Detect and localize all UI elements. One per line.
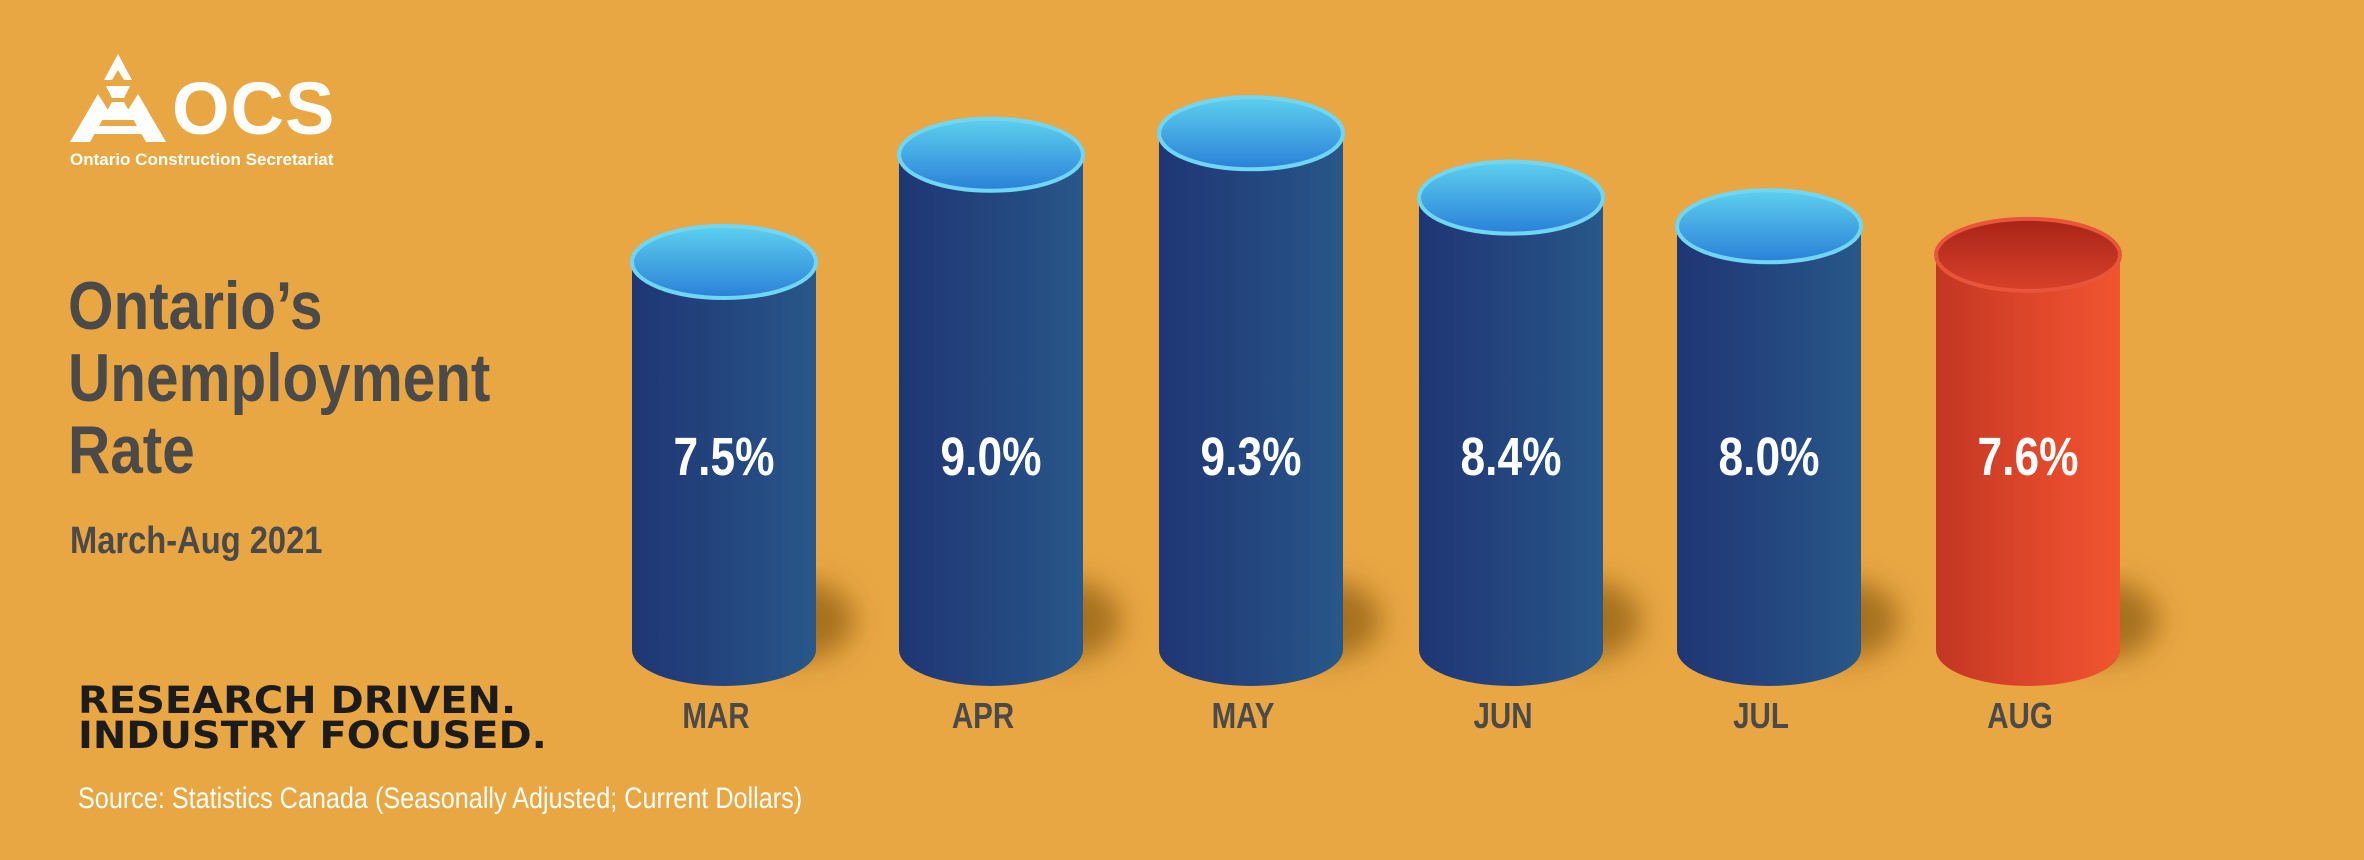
bar-aug bbox=[1936, 254, 2120, 686]
value-label-jun: 8.4% bbox=[1461, 427, 1562, 487]
bar-top-jul bbox=[1675, 188, 1863, 265]
category-label-mar: MAR bbox=[682, 695, 749, 735]
bars-group: 7.5% MAR 9.0% APR 9.3% MAY 8.4% JUN 8.0% JUL 7.6% A… bbox=[630, 95, 2158, 736]
logo-tagline: Ontario Construction Secretariat bbox=[70, 150, 334, 169]
bar-top-aug bbox=[1934, 216, 2122, 293]
subtitle: March-Aug 2021 bbox=[70, 520, 323, 562]
source-note: Source: Statistics Canada (Seasonally Ad… bbox=[78, 782, 803, 815]
category-label-may: MAY bbox=[1212, 695, 1275, 735]
value-label-may: 9.3% bbox=[1201, 427, 1302, 487]
category-label-jul: JUL bbox=[1733, 695, 1789, 735]
category-label-jun: JUN bbox=[1473, 695, 1532, 735]
page-title: Ontario’s Unemployment Rate bbox=[68, 270, 515, 486]
slogan: RESEARCH DRIVEN. INDUSTRY FOCUSED. bbox=[78, 679, 547, 757]
title-line-3: Rate bbox=[68, 412, 195, 488]
category-label-apr: APR bbox=[952, 695, 1015, 735]
title-line-2: Unemployment bbox=[68, 340, 491, 416]
bar-mar bbox=[632, 262, 816, 686]
bar-jul bbox=[1677, 226, 1861, 686]
bar-jun bbox=[1419, 197, 1603, 686]
ocs-logo: OCS Ontario Construction Secretariat bbox=[68, 50, 368, 175]
slogan-line-1: RESEARCH DRIVEN. bbox=[78, 679, 517, 722]
bar-top-may bbox=[1157, 95, 1345, 172]
title-line-1: Ontario’s bbox=[68, 268, 323, 344]
ocs-logo-mark-icon bbox=[70, 54, 166, 142]
bar-may bbox=[1159, 133, 1343, 687]
bar-top-mar bbox=[630, 224, 818, 300]
bar-top-apr bbox=[897, 116, 1085, 193]
slogan-line-2: INDUSTRY FOCUSED. bbox=[78, 714, 547, 757]
bar-top-jun bbox=[1417, 159, 1605, 236]
logo-wordmark: OCS bbox=[172, 67, 336, 150]
category-label-aug: AUG bbox=[1987, 695, 2053, 735]
value-label-apr: 9.0% bbox=[941, 427, 1042, 487]
bar-apr bbox=[899, 154, 1083, 686]
value-label-aug: 7.6% bbox=[1978, 427, 2079, 487]
value-label-jul: 8.0% bbox=[1719, 427, 1820, 487]
value-label-mar: 7.5% bbox=[674, 427, 775, 487]
